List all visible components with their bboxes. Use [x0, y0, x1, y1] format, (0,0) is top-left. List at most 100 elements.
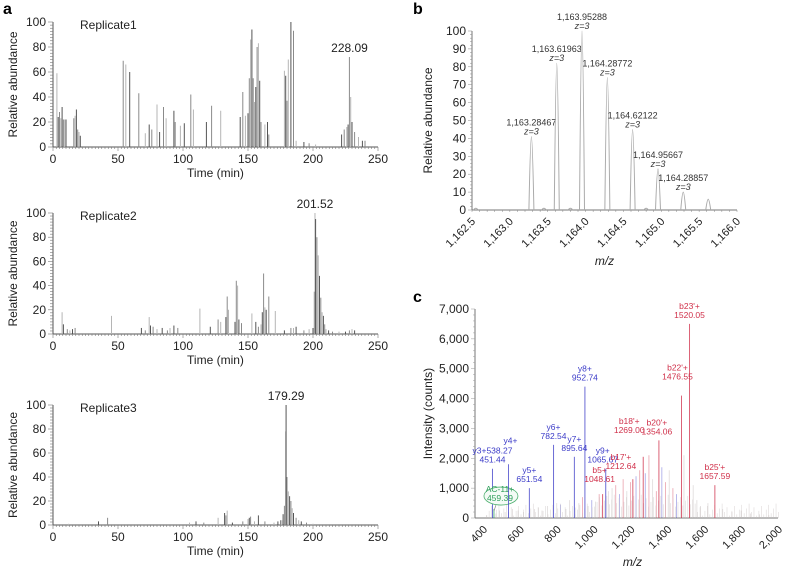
ion-name-label: AC-11+ — [486, 484, 514, 494]
x-tick-label: 1,163.5 — [519, 216, 553, 250]
x-tick-label: 200 — [303, 339, 323, 353]
y-tick-label: 60 — [33, 65, 47, 79]
x-tick-label: 250 — [368, 530, 388, 544]
y-tick-label: 30 — [453, 149, 467, 163]
y-axis-title: Relative abundance — [421, 67, 435, 173]
ion-name-label: y4+ — [504, 435, 518, 445]
ion-mz-label: 782.54 — [541, 431, 567, 441]
peak-annotation: 228.09 — [331, 41, 368, 55]
ion-mz-label: 1212.64 — [605, 461, 636, 471]
ion-mz-label: 1065.67 — [587, 455, 618, 465]
ion-mz-label: 1476.55 — [662, 372, 693, 382]
y-tick-label: 0 — [39, 518, 46, 532]
ion-name-label: y8+ — [578, 364, 592, 374]
x-tick-label: 50 — [111, 339, 125, 353]
y-tick-label: 100 — [26, 206, 46, 220]
peak-charge-label: z=3 — [548, 53, 564, 63]
y-tick-label: 0 — [39, 327, 46, 341]
y-tick-label: 40 — [453, 131, 467, 145]
y-tick-label: 80 — [33, 40, 47, 54]
x-tick-label: 1,166.0 — [709, 216, 743, 250]
y-tick-label: 100 — [446, 24, 466, 38]
panel-label-c: c — [413, 289, 422, 306]
peak-mz-label: 1,164.95667 — [633, 150, 683, 160]
y-tick-label: 80 — [453, 60, 467, 74]
y-tick-label: 20 — [453, 167, 467, 181]
peak-mz-label: 1,163.95288 — [557, 12, 607, 22]
x-tick-label: 1,163.0 — [482, 216, 516, 250]
x-tick-label: 150 — [238, 339, 258, 353]
y-tick-label: 40 — [33, 470, 47, 484]
y-tick-label: 5,000 — [439, 362, 469, 376]
x-tick-label: 1,165.0 — [633, 216, 667, 250]
ion-name-label: y7+ — [567, 434, 581, 444]
y-tick-label: 40 — [33, 279, 47, 293]
y-tick-label: 4,000 — [439, 392, 469, 406]
x-tick-label: 0 — [50, 339, 57, 353]
ion-mz-label: 451.44 — [479, 455, 505, 465]
isotope-peak — [655, 168, 662, 211]
y-tick-label: 60 — [33, 254, 47, 268]
ion-name-label: b18'+ — [619, 416, 640, 426]
x-tick-label: 1,162.5 — [444, 216, 478, 250]
x-tick-label: 800 — [542, 524, 563, 545]
y-axis-title: Relative abundance — [6, 220, 20, 326]
chart-replicate1: 0 20 40 60 80 100 0 50 100 150 200 250 Time (min) Rel… — [6, 15, 388, 180]
chart-replicate2: 0 20 40 60 80 100 0 50 100 150 200 250 Time (min) Rel… — [6, 197, 388, 367]
x-tick-label: 0 — [50, 152, 57, 166]
y-tick-label: 80 — [33, 230, 47, 244]
y-tick-label: 6,000 — [439, 332, 469, 346]
y-tick-label: 60 — [453, 96, 467, 110]
x-tick-label: 1,164.0 — [557, 216, 591, 250]
y-tick-label: 10 — [453, 185, 467, 199]
x-tick-label: 1,400 — [647, 524, 675, 552]
y-tick-label: 60 — [33, 446, 47, 460]
x-tick-label: 1,165.5 — [671, 216, 705, 250]
y-tick-label: 0 — [459, 203, 466, 217]
y-tick-label: 40 — [33, 90, 47, 104]
peak-annotation: 201.52 — [297, 197, 334, 211]
x-tick-label: 50 — [111, 530, 125, 544]
peak-charge-label: z=3 — [574, 21, 590, 31]
x-tick-label: 150 — [238, 530, 258, 544]
ion-mz-label: 1520.05 — [674, 310, 705, 320]
y-tick-label: 80 — [33, 422, 47, 436]
x-tick-label: 50 — [111, 152, 125, 166]
x-axis-title: Time (min) — [187, 353, 244, 367]
ion-name-label: b23'+ — [679, 301, 700, 311]
y-axis-title: Relative abundance — [6, 412, 20, 518]
isotope-peak — [553, 62, 560, 211]
ion-label-ellipse — [483, 486, 519, 506]
x-tick-label: 1,000 — [573, 524, 601, 552]
peak-mz-label: 1,164.28857 — [658, 173, 708, 183]
isotope-peak — [579, 30, 586, 211]
peak-mz-label: 1,163.28467 — [506, 118, 556, 128]
peak-annotation: 179.29 — [268, 389, 305, 403]
y-tick-label: 70 — [453, 78, 467, 92]
ion-name-label: y5+ — [522, 465, 536, 475]
peak-mz-label: 1,164.62122 — [608, 110, 658, 120]
x-tick-label: 1,600 — [683, 524, 711, 552]
x-axis-title: Time (min) — [187, 544, 244, 558]
y-tick-label: 50 — [453, 114, 467, 128]
ion-name-label: y9+ — [596, 446, 610, 456]
panel-label-b: b — [413, 1, 423, 18]
isotope-peak — [629, 128, 636, 211]
x-tick-label: 200 — [303, 152, 323, 166]
peak-charge-label: z=3 — [624, 119, 640, 129]
y-tick-label: 2,000 — [439, 451, 469, 465]
x-tick-label: 600 — [506, 524, 527, 545]
x-tick-label: 100 — [173, 530, 193, 544]
y-tick-label: 20 — [33, 303, 47, 317]
isotope-peak — [528, 136, 535, 211]
x-tick-label: 2,000 — [757, 524, 785, 552]
chart-replicate3: 0 20 40 60 80 100 0 50 100 150 200 250 Time (min) Rel… — [6, 389, 388, 558]
label-leader — [493, 504, 497, 512]
ion-name-label: y6+ — [547, 422, 561, 432]
peak-charge-label: z=3 — [675, 182, 691, 192]
x-tick-label: 400 — [469, 524, 490, 545]
x-axis-title: m/z — [623, 555, 642, 569]
panel-label-a: a — [3, 1, 12, 18]
